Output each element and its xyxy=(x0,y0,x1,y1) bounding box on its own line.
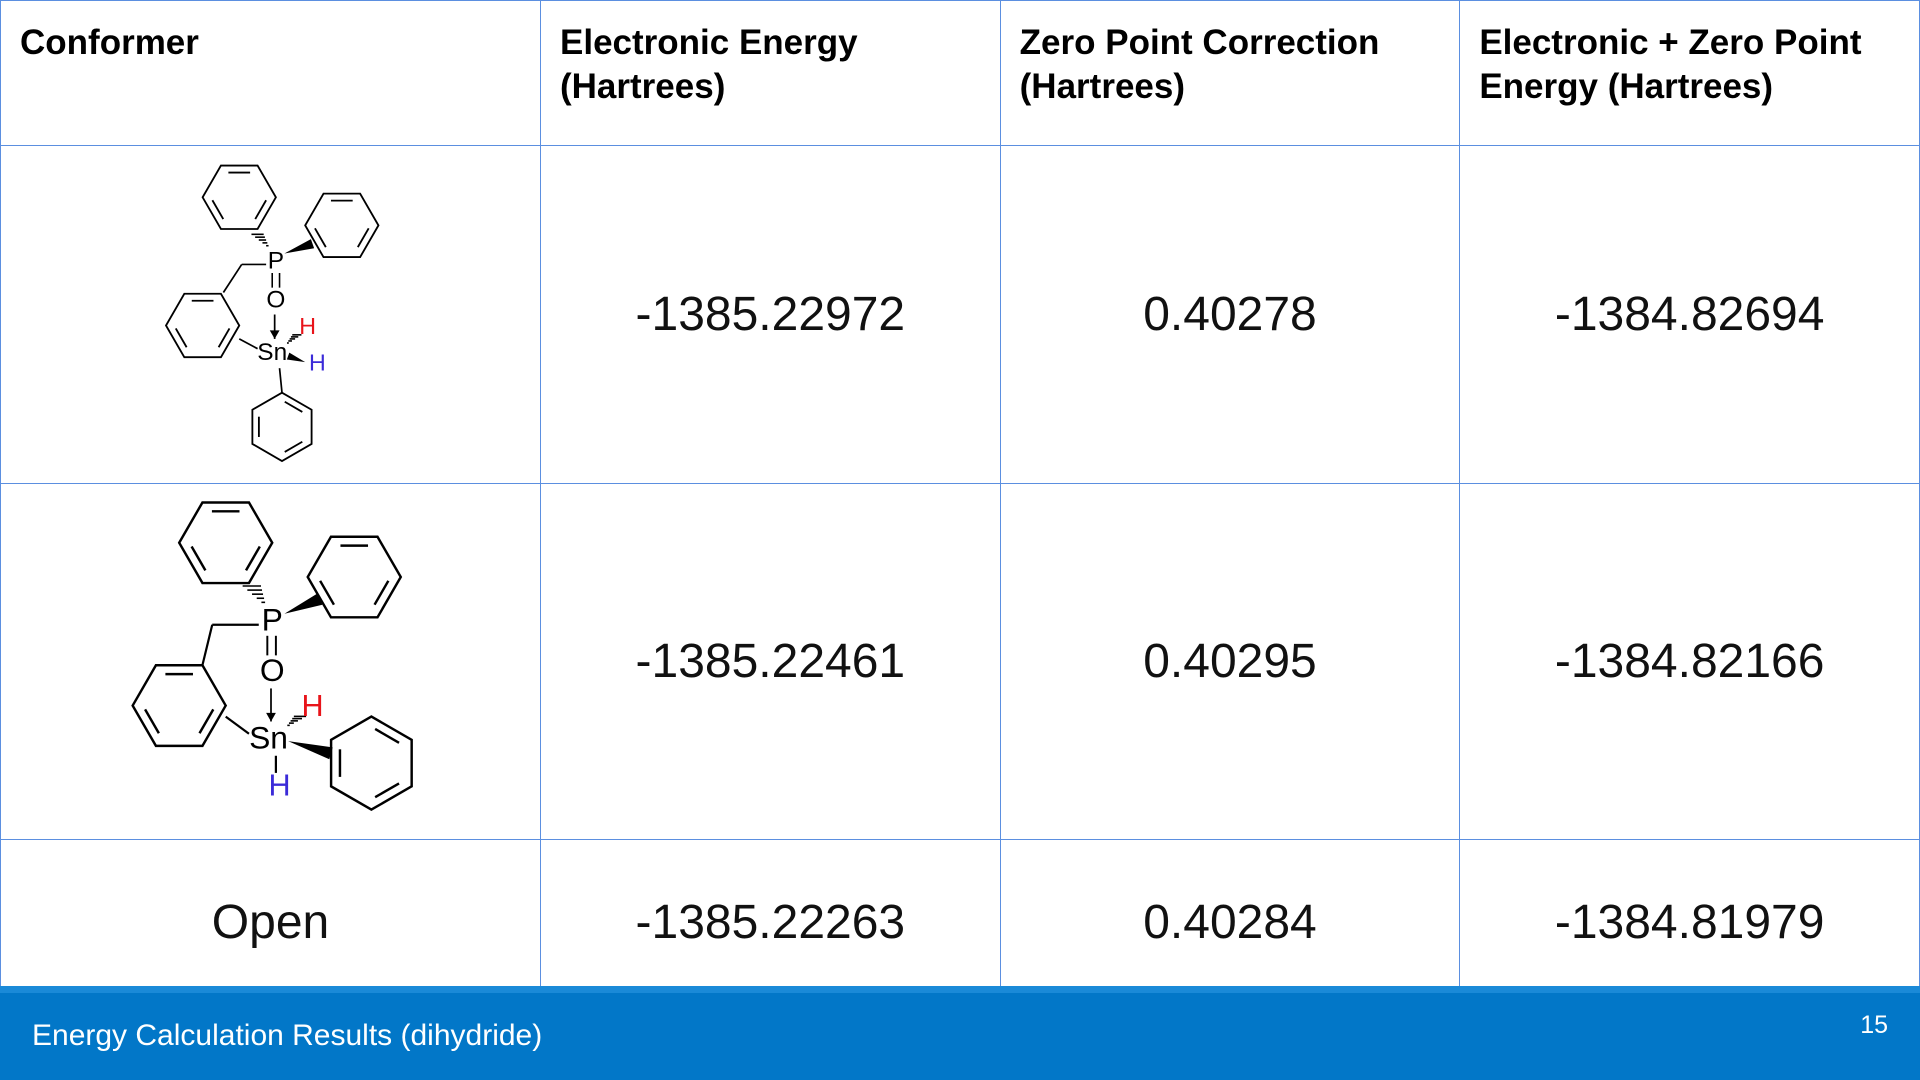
cell: 0.40284 xyxy=(999,839,1461,1005)
ring xyxy=(201,164,277,230)
bond xyxy=(372,580,389,606)
footer-bar: Energy Calculation Results (dihydride) 1… xyxy=(0,986,1920,1080)
atom-label: H xyxy=(301,689,323,723)
cell: Open xyxy=(0,839,541,1005)
structure-cell: P O Sn H H xyxy=(0,145,541,484)
ring xyxy=(329,715,413,812)
ring xyxy=(130,664,227,748)
table-row: Open -1385.22263 0.40284 -1384.81979 xyxy=(0,839,1920,1005)
atom-label: Sn xyxy=(257,339,287,366)
cell: -1384.81979 xyxy=(1459,839,1920,1005)
header-cell: Zero Point Correction (Hartrees) xyxy=(999,0,1461,146)
atom-label: H xyxy=(309,350,326,376)
bond xyxy=(217,328,230,348)
atom-label: P xyxy=(261,602,282,638)
table-row: P O Sn H H -1385.22972 0.40278 -1384.826… xyxy=(0,145,1920,484)
bond xyxy=(174,328,187,348)
atom-label: H xyxy=(268,769,290,803)
ring xyxy=(250,391,313,463)
bond xyxy=(283,593,322,614)
bond xyxy=(374,727,400,744)
bond xyxy=(283,400,303,413)
bond xyxy=(286,352,305,363)
bond xyxy=(356,227,369,248)
ring xyxy=(303,192,380,259)
bond xyxy=(318,580,335,606)
structure-cell: P O Sn H H xyxy=(0,483,541,840)
bond xyxy=(244,545,261,572)
header-cell: Electronic Energy (Hartrees) xyxy=(540,0,1001,146)
atom-label: Sn xyxy=(249,719,288,755)
bond xyxy=(287,741,333,760)
atom-label: O xyxy=(266,287,285,314)
atom-label: O xyxy=(259,652,284,688)
bond xyxy=(253,199,267,220)
ring xyxy=(164,292,240,359)
bond xyxy=(374,782,400,799)
header-cell: Conformer xyxy=(0,0,541,146)
page-number: 15 xyxy=(1860,1011,1888,1039)
structure: P O Sn H H xyxy=(130,501,413,812)
bond xyxy=(143,708,160,734)
header-row: Conformer Electronic Energy (Hartrees) Z… xyxy=(0,0,1920,146)
bond xyxy=(222,263,242,293)
atom-label: H xyxy=(299,313,316,339)
bond xyxy=(283,239,314,254)
cell: -1385.22263 xyxy=(540,839,1001,1005)
footer-title: Energy Calculation Results (dihydride) xyxy=(32,1019,543,1052)
cell: -1385.22972 xyxy=(540,145,1001,484)
bond xyxy=(190,545,206,572)
cell: 0.40278 xyxy=(999,145,1461,484)
structure: P O Sn H H xyxy=(164,164,380,463)
bond xyxy=(313,227,327,248)
bond xyxy=(197,708,214,734)
header-cell: Electronic + Zero Point Energy (Hartrees… xyxy=(1459,0,1920,146)
ring xyxy=(177,501,274,585)
ring xyxy=(305,535,402,619)
cell: -1384.82166 xyxy=(1459,483,1920,840)
energy-table: Conformer Electronic Energy (Hartrees) Z… xyxy=(0,0,1920,1005)
bond xyxy=(283,440,303,453)
bond xyxy=(278,368,283,393)
bond xyxy=(200,624,213,666)
table-row: P O Sn H H -1385.22461 0.40295 -1384.821… xyxy=(0,483,1920,840)
bond xyxy=(211,199,224,220)
bond xyxy=(238,338,258,350)
atom-label: P xyxy=(267,247,283,274)
bond xyxy=(224,715,250,735)
cell: -1384.82694 xyxy=(1459,145,1920,484)
cell: -1385.22461 xyxy=(540,483,1001,840)
cell: 0.40295 xyxy=(999,483,1461,840)
